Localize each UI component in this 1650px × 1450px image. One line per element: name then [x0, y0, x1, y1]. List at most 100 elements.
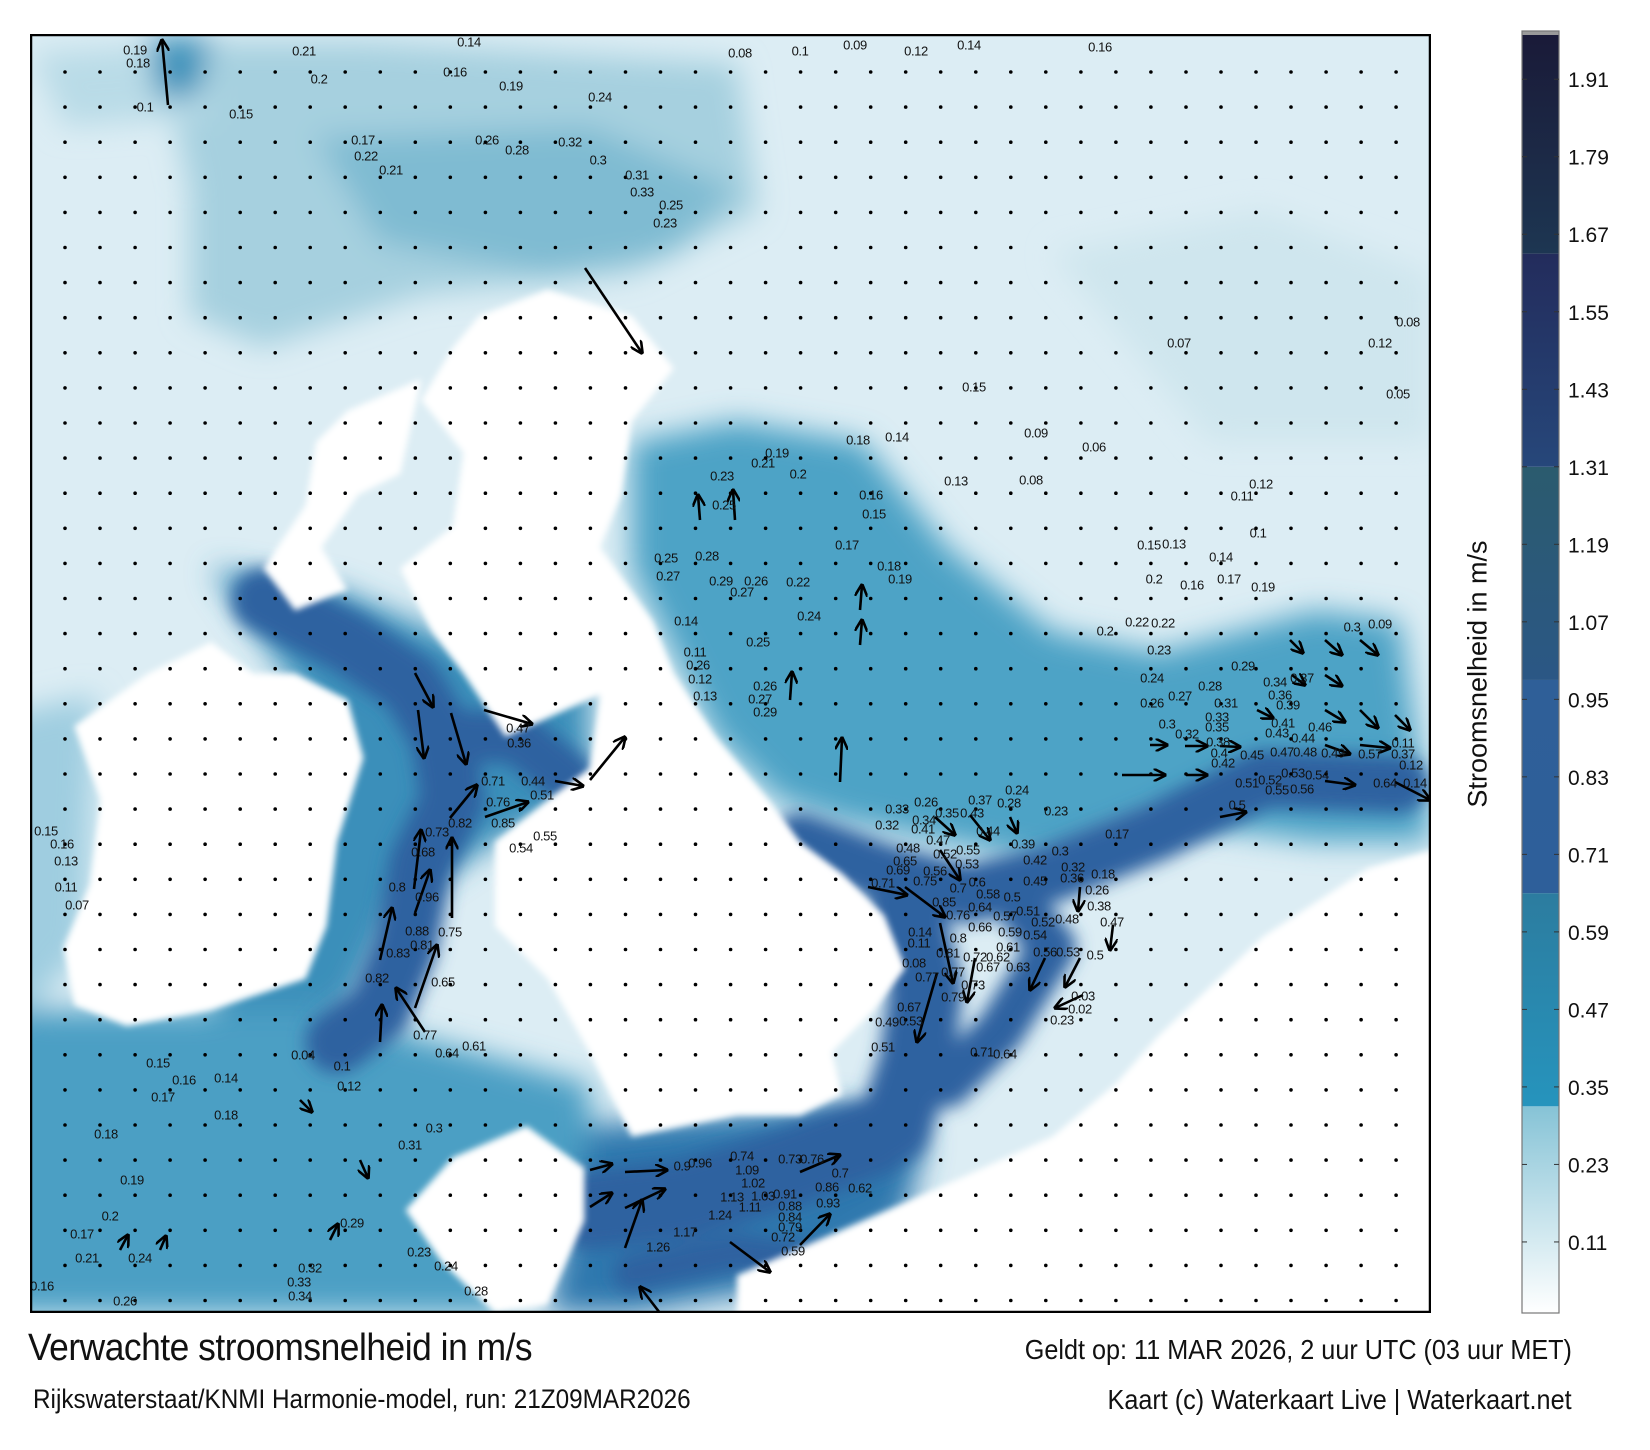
grid-dot: [1289, 1158, 1293, 1162]
current-arrow: [1219, 812, 1246, 817]
grid-dot: [273, 491, 277, 496]
speed-label: 0.1: [137, 100, 154, 115]
grid-dot: [1149, 386, 1153, 390]
speed-label: 0.09: [843, 38, 867, 53]
grid-dot: [798, 982, 803, 987]
grid-dot: [98, 491, 102, 496]
grid-dot: [1114, 631, 1118, 636]
grid-dot: [308, 421, 313, 425]
grid-dot: [133, 561, 137, 566]
grid-dot: [623, 351, 628, 355]
grid-dot: [273, 280, 277, 285]
grid-dot: [1324, 210, 1328, 215]
grid-dot: [238, 1088, 242, 1092]
grid-dot: [623, 315, 628, 320]
grid-dot: [518, 912, 523, 917]
speed-label: 0.58: [976, 887, 1000, 902]
grid-dot: [203, 386, 207, 390]
speed-label: 0.69: [886, 863, 910, 878]
grid-dot: [938, 561, 943, 566]
colorbar-tick-label: 1.55: [1568, 302, 1609, 325]
grid-dot: [974, 456, 978, 460]
grid-dot: [868, 1158, 873, 1162]
grid-dot: [763, 1088, 768, 1092]
speed-label: 0.13: [944, 474, 968, 489]
grid-dot: [1359, 491, 1363, 496]
grid-dot: [448, 1123, 453, 1127]
current-arrow: [120, 1235, 128, 1251]
speed-label: 0.22: [786, 575, 810, 590]
grid-dot: [203, 631, 207, 636]
grid-dot: [623, 982, 628, 987]
grid-dot: [553, 526, 558, 531]
speed-label: 0.36: [1060, 871, 1084, 886]
grid-dot: [693, 210, 698, 215]
grid-dot: [378, 596, 383, 601]
grid-dot: [483, 1298, 488, 1303]
grid-dot: [1219, 526, 1223, 531]
grid-dot: [623, 666, 628, 671]
grid-dot: [483, 105, 488, 109]
grid-dot: [763, 140, 768, 144]
speed-label: 0.39: [1011, 837, 1035, 852]
grid-dot: [623, 526, 628, 531]
grid-dot: [378, 842, 383, 846]
grid-dot: [938, 596, 943, 601]
grid-dot: [168, 1228, 172, 1233]
grid-dot: [1044, 1193, 1048, 1197]
grid-dot: [1219, 596, 1223, 601]
current-arrow: [799, 1214, 830, 1246]
grid-dot: [588, 105, 593, 109]
speed-label: 0.24: [588, 90, 612, 105]
grid-dot: [308, 351, 313, 355]
grid-dot: [938, 1017, 943, 1022]
grid-dot: [623, 877, 628, 882]
grid-dot: [413, 526, 418, 531]
grid-dot: [1219, 912, 1223, 917]
grid-dot: [1079, 596, 1083, 601]
grid-dot: [448, 351, 453, 355]
grid-dot: [693, 526, 698, 531]
grid-dot: [98, 1193, 102, 1197]
grid-dot: [974, 1298, 978, 1303]
grid-dot: [903, 1123, 908, 1127]
grid-dot: [1254, 1263, 1258, 1268]
grid-dot: [518, 1228, 523, 1233]
speed-label: 0.08: [902, 956, 926, 971]
grid-dot: [833, 105, 838, 109]
grid-dot: [133, 421, 137, 425]
grid-dot: [448, 737, 453, 741]
grid-dot: [1009, 351, 1013, 355]
speed-label: 0.27: [748, 692, 772, 707]
grid-dot: [483, 280, 488, 285]
grid-dot: [1359, 386, 1363, 390]
grid-dot: [1044, 842, 1048, 846]
grid-dot: [1324, 105, 1328, 109]
grid-dot: [98, 596, 102, 601]
grid-dot: [868, 456, 873, 460]
grid-dot: [63, 1298, 67, 1303]
grid-dot: [693, 386, 698, 390]
grid-dot: [133, 842, 137, 846]
grid-dot: [658, 842, 663, 846]
speed-label: 0.63: [1006, 960, 1030, 975]
grid-dot: [1289, 912, 1293, 917]
current-arrow: [1324, 708, 1345, 722]
grid-dot: [63, 70, 67, 74]
speed-label: 0.15: [229, 107, 253, 122]
speed-label: 0.03: [1071, 989, 1095, 1004]
grid-dot: [133, 1088, 137, 1092]
speed-label: 0.33: [630, 185, 654, 200]
grid-dot: [448, 526, 453, 531]
speed-label: 0.36: [1268, 688, 1292, 703]
current-arrow: [1359, 709, 1378, 728]
grid-dot: [63, 315, 67, 320]
grid-dot: [868, 912, 873, 917]
grid-dot: [1079, 386, 1083, 390]
grid-dot: [833, 280, 838, 285]
speed-label: 0.35: [935, 806, 959, 821]
speed-label: 0.48: [1055, 912, 1079, 927]
grid-dot: [273, 947, 277, 952]
grid-dot: [1289, 1298, 1293, 1303]
grid-dot: [1359, 456, 1363, 460]
